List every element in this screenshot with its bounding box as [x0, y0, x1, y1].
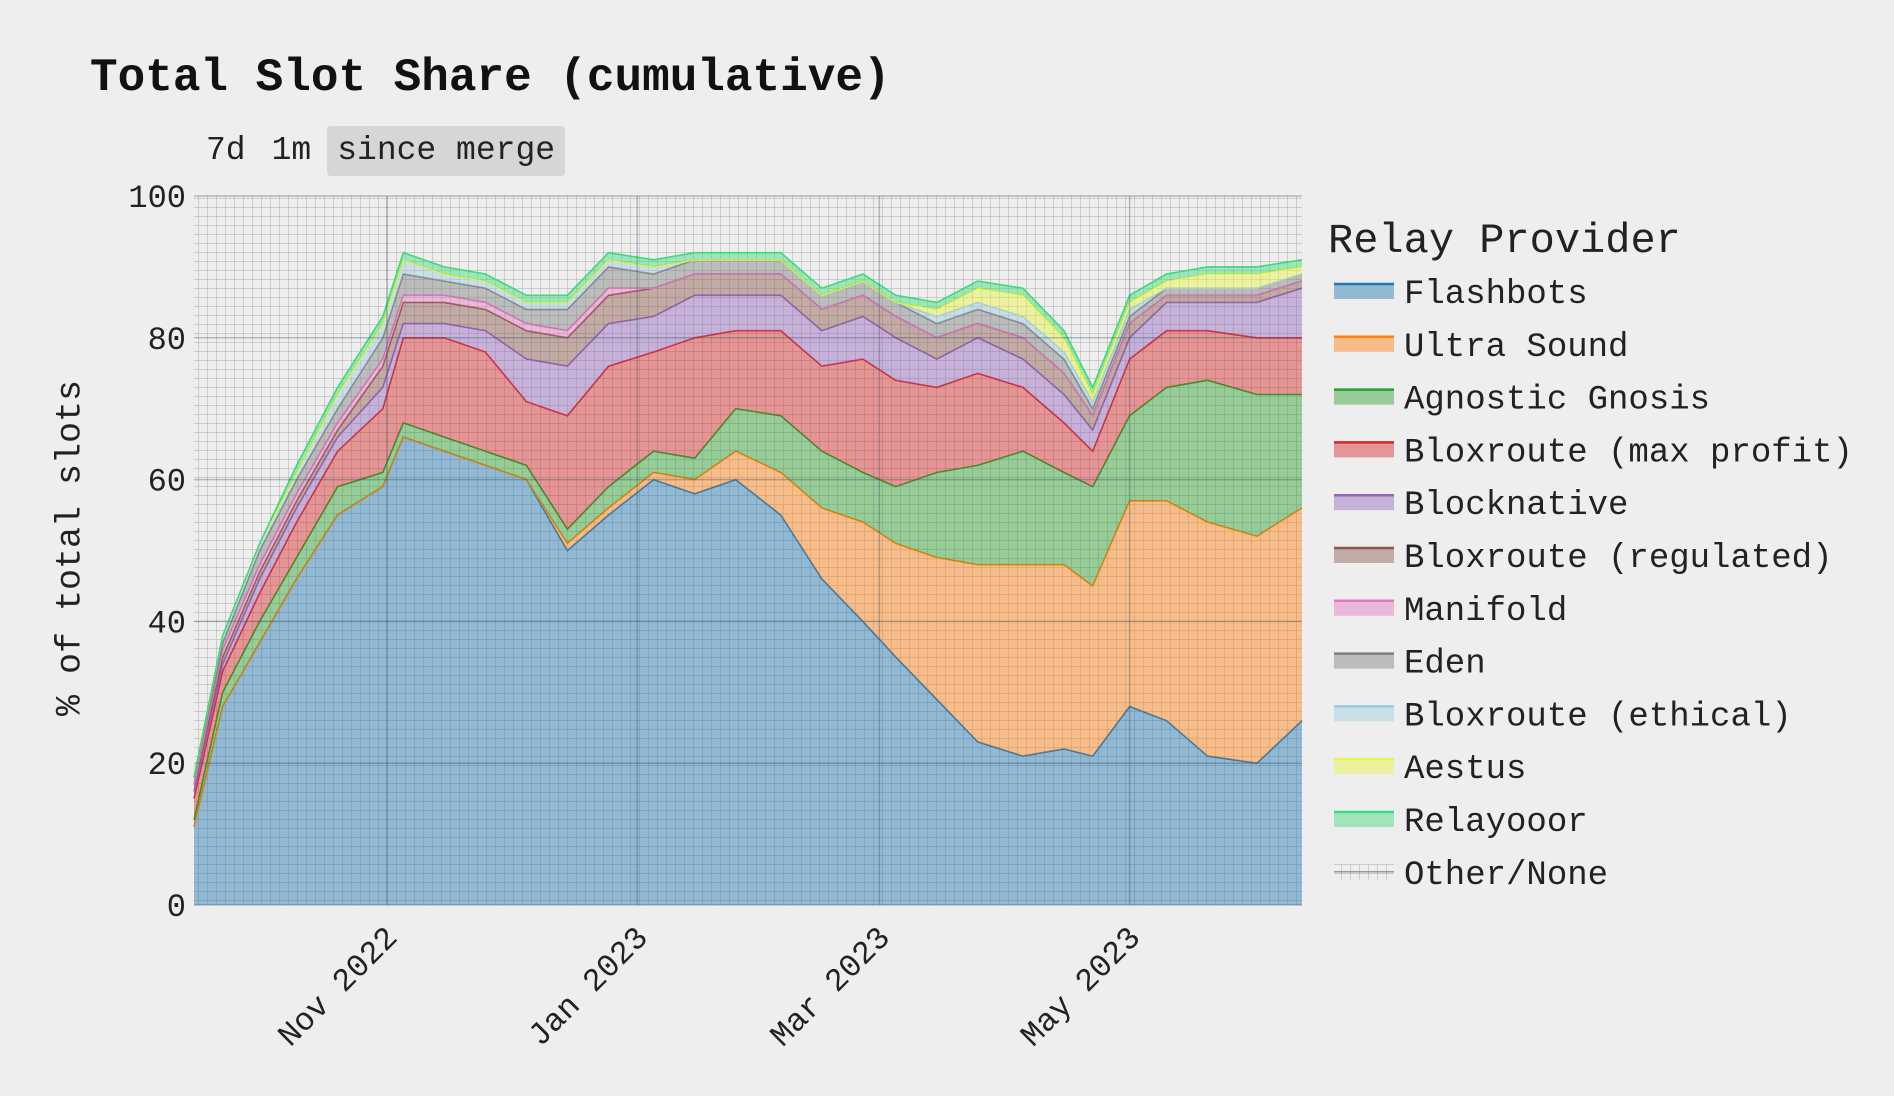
legend-item-eden[interactable]: Eden [1334, 646, 1486, 684]
legend-title: Relay Provider [1328, 217, 1681, 265]
legend-swatch [1334, 494, 1394, 511]
x-tick-label: May 2023 [1014, 920, 1149, 1055]
legend-label: Ultra Sound [1404, 329, 1628, 367]
line-blocknative [193, 287, 1303, 792]
legend-swatch [1334, 811, 1394, 827]
legend-swatch [1334, 758, 1394, 775]
line-agnostic-gnosis [193, 379, 1302, 821]
line-manifold [193, 273, 1303, 785]
legend-swatch [1334, 652, 1394, 669]
area-flashbots [194, 437, 1302, 905]
legend-swatch [1334, 388, 1394, 405]
legend-swatch [1334, 705, 1394, 722]
legend-swatch [1334, 283, 1394, 299]
legend-item-agnostic-gnosis[interactable]: Agnostic Gnosis [1334, 382, 1710, 420]
legend-item-bloxroute-ethical[interactable]: Bloxroute (ethical) [1334, 698, 1792, 736]
y-tick-label: 100 [128, 180, 186, 217]
plot-background [194, 196, 1302, 905]
legend-label: Manifold [1404, 593, 1567, 631]
range-since-merge-button[interactable]: since merge [327, 126, 566, 176]
legend-label: Bloxroute (regulated) [1404, 540, 1832, 578]
legend-label: Bloxroute (max profit) [1404, 434, 1853, 472]
y-tick-label: 80 [148, 322, 186, 359]
range-1m-button[interactable]: 1m [262, 126, 322, 176]
range-selector: 7d 1m since merge [196, 126, 566, 176]
y-tick-label: 20 [148, 747, 186, 784]
y-axis-label: % of total slots [50, 380, 90, 716]
legend: Relay Provider Flashbots Ultra Sound Agnos… [1328, 217, 1853, 895]
range-7d-button[interactable]: 7d [196, 126, 256, 176]
area-ultra-sound [194, 437, 1302, 827]
legend-swatch [1334, 441, 1394, 458]
legend-item-ultra-sound[interactable]: Ultra Sound [1334, 329, 1628, 367]
y-tick-label: 60 [148, 464, 186, 501]
legend-item-bloxroute-max-profit[interactable]: Bloxroute (max profit) [1334, 434, 1853, 472]
legend-swatch [1334, 599, 1394, 616]
line-aestus [193, 258, 1303, 778]
x-tick-label: Nov 2022 [271, 920, 406, 1055]
legend-label: Eden [1404, 646, 1486, 684]
legend-label: Relayooor [1404, 804, 1588, 842]
legend-label: Agnostic Gnosis [1404, 382, 1710, 420]
legend-label: Other/None [1404, 857, 1608, 895]
line-bloxroute-max-profit [193, 329, 1302, 799]
chart-title: Total Slot Share (cumulative) [90, 52, 891, 104]
legend-item-flashbots[interactable]: Flashbots [1334, 276, 1588, 314]
x-tick-label: Mar 2023 [764, 920, 899, 1055]
legend-item-manifold[interactable]: Manifold [1334, 593, 1567, 631]
legend-item-bloxroute-regulated[interactable]: Bloxroute (regulated) [1334, 540, 1832, 578]
line-ultra-sound [193, 436, 1303, 828]
plot-area [193, 196, 1303, 905]
legend-swatch [1334, 335, 1394, 352]
y-tick-label: 0 [167, 889, 186, 926]
x-tick-label: Jan 2023 [521, 920, 656, 1055]
legend-label: Blocknative [1404, 487, 1628, 525]
legend-label: Flashbots [1404, 276, 1588, 314]
area-bloxroute-max-profit [194, 330, 1302, 820]
legend-swatch [1334, 547, 1394, 563]
legend-item-aestus[interactable]: Aestus [1334, 751, 1526, 789]
line-relayooor [193, 251, 1303, 778]
legend-item-blocknative[interactable]: Blocknative [1334, 487, 1628, 525]
legend-label: Aestus [1404, 751, 1526, 789]
legend-label: Bloxroute (ethical) [1404, 698, 1792, 736]
legend-item-relayooor[interactable]: Relayooor [1334, 804, 1588, 842]
legend-item-other-none[interactable]: Other/None [1334, 857, 1608, 895]
y-tick-label: 40 [148, 605, 186, 642]
area-agnostic-gnosis [194, 380, 1302, 827]
